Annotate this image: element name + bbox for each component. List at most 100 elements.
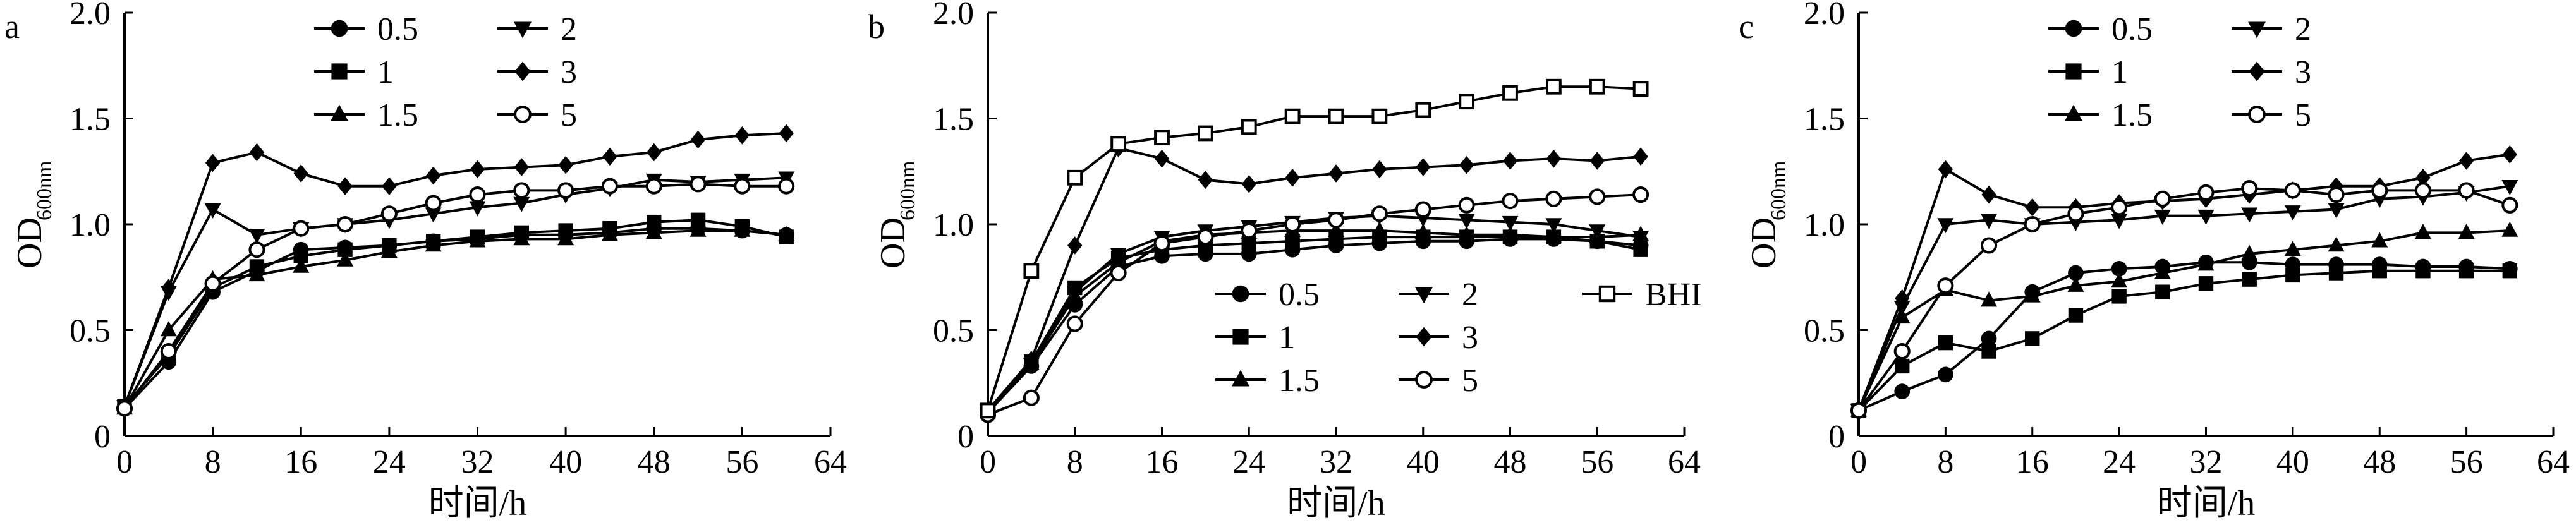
legend-marker	[514, 21, 532, 39]
data-point	[1154, 130, 1170, 146]
legend-marker	[331, 20, 348, 37]
data-point	[2501, 179, 2518, 195]
data-point	[2328, 265, 2344, 281]
x-tick-label: 16	[284, 444, 317, 480]
data-point	[1893, 300, 1911, 316]
data-point	[1328, 108, 1344, 124]
series-line	[1857, 229, 2510, 411]
data-point	[1241, 222, 1258, 239]
data-point	[1241, 175, 1256, 193]
data-point	[1546, 149, 1562, 168]
data-point	[2284, 205, 2301, 221]
data-point	[1110, 248, 1127, 263]
data-point	[248, 266, 265, 282]
series-line	[1858, 261, 2510, 412]
data-point	[557, 182, 574, 199]
data-point	[734, 221, 751, 237]
x-tick-label: 64	[1668, 444, 1701, 480]
data-point	[690, 221, 707, 237]
y-tick-label: 1.0	[70, 207, 111, 243]
data-point	[2501, 221, 2518, 237]
data-point	[1371, 221, 1388, 237]
data-point	[249, 143, 265, 162]
data-point	[1197, 125, 1213, 142]
data-point	[1545, 190, 1562, 207]
y-tick-label: 0	[1828, 419, 1845, 455]
data-point	[1981, 291, 1998, 307]
data-point	[1894, 289, 1910, 308]
data-point	[1153, 235, 1170, 252]
data-point	[1198, 171, 1213, 189]
data-point	[980, 402, 996, 419]
data-point	[2111, 214, 2128, 229]
legend-item: 1.5	[1215, 363, 1320, 399]
data-point	[160, 321, 177, 337]
legend-marker	[2249, 61, 2265, 81]
data-point	[1633, 147, 1648, 166]
data-point	[513, 230, 530, 246]
data-point	[2371, 232, 2388, 248]
series-5	[1850, 180, 2518, 419]
series-line	[123, 229, 787, 409]
legend-item: 5	[1399, 363, 1478, 399]
data-point	[2154, 190, 2171, 207]
data-point	[1284, 108, 1301, 124]
data-point	[1066, 315, 1083, 332]
legend: 0.5 1 1.5 2 3 5	[314, 11, 577, 133]
data-point	[2111, 272, 2128, 288]
series-line	[123, 176, 787, 407]
data-point	[1285, 234, 1300, 249]
x-tick-label: 16	[2016, 444, 2049, 480]
legend-item: 1.5	[314, 97, 418, 133]
data-point	[734, 178, 751, 195]
x-tick-label: 64	[2537, 444, 2570, 480]
data-point	[1894, 358, 1910, 374]
y-tick-label: 1.5	[70, 102, 111, 138]
legend-label: 3	[1462, 320, 1478, 356]
data-point	[601, 226, 618, 241]
legend-label: 1	[2111, 54, 2128, 90]
data-point	[2067, 276, 2084, 292]
legend-marker	[2065, 63, 2082, 80]
data-point	[690, 130, 706, 149]
data-point	[469, 201, 486, 217]
data-point	[645, 178, 662, 195]
x-tick-label: 56	[2450, 444, 2483, 480]
data-point	[1589, 152, 1605, 170]
y-axis-title-main: OD	[873, 217, 913, 269]
y-axis-title-subscript: 600nm	[33, 161, 56, 220]
chart-panel-a: 0 8 16 24 32 40 48 56 6400.51.01.52.0a时间/hOD600n…	[4, 0, 847, 523]
series-line	[987, 229, 1641, 412]
x-tick-label: 56	[726, 444, 758, 480]
chart-panel-c: 0 8 16 24 32 40 48 56 6400.51.01.52.0c时间/hOD600n…	[1739, 0, 2570, 523]
y-tick-label: 0.5	[70, 313, 111, 349]
legend-label: 3	[561, 54, 577, 90]
x-tick-label: 48	[2363, 444, 2396, 480]
series-line	[987, 193, 1641, 416]
data-point	[2458, 263, 2474, 279]
x-tick-label: 0	[116, 444, 133, 480]
data-point	[602, 147, 617, 166]
legend-label: 0.5	[2111, 11, 2153, 47]
x-tick-label: 40	[1407, 444, 1440, 480]
legend-item: 5	[497, 97, 577, 133]
legend-label: 2	[561, 11, 577, 47]
data-point	[1981, 344, 1996, 359]
legend-item: 5	[2232, 97, 2311, 133]
data-point	[2284, 182, 2301, 199]
data-point	[1023, 263, 1040, 279]
data-point	[2111, 289, 2127, 304]
data-point	[425, 166, 441, 185]
data-point	[1502, 85, 1518, 101]
data-point	[1241, 236, 1256, 251]
data-point	[1937, 277, 1954, 294]
data-point	[2241, 244, 2258, 260]
data-point	[2328, 203, 2345, 219]
data-point	[2198, 276, 2214, 291]
data-point	[690, 212, 706, 227]
x-tick-label: 24	[1232, 444, 1265, 480]
data-point	[1632, 186, 1649, 203]
data-point	[2154, 263, 2171, 279]
